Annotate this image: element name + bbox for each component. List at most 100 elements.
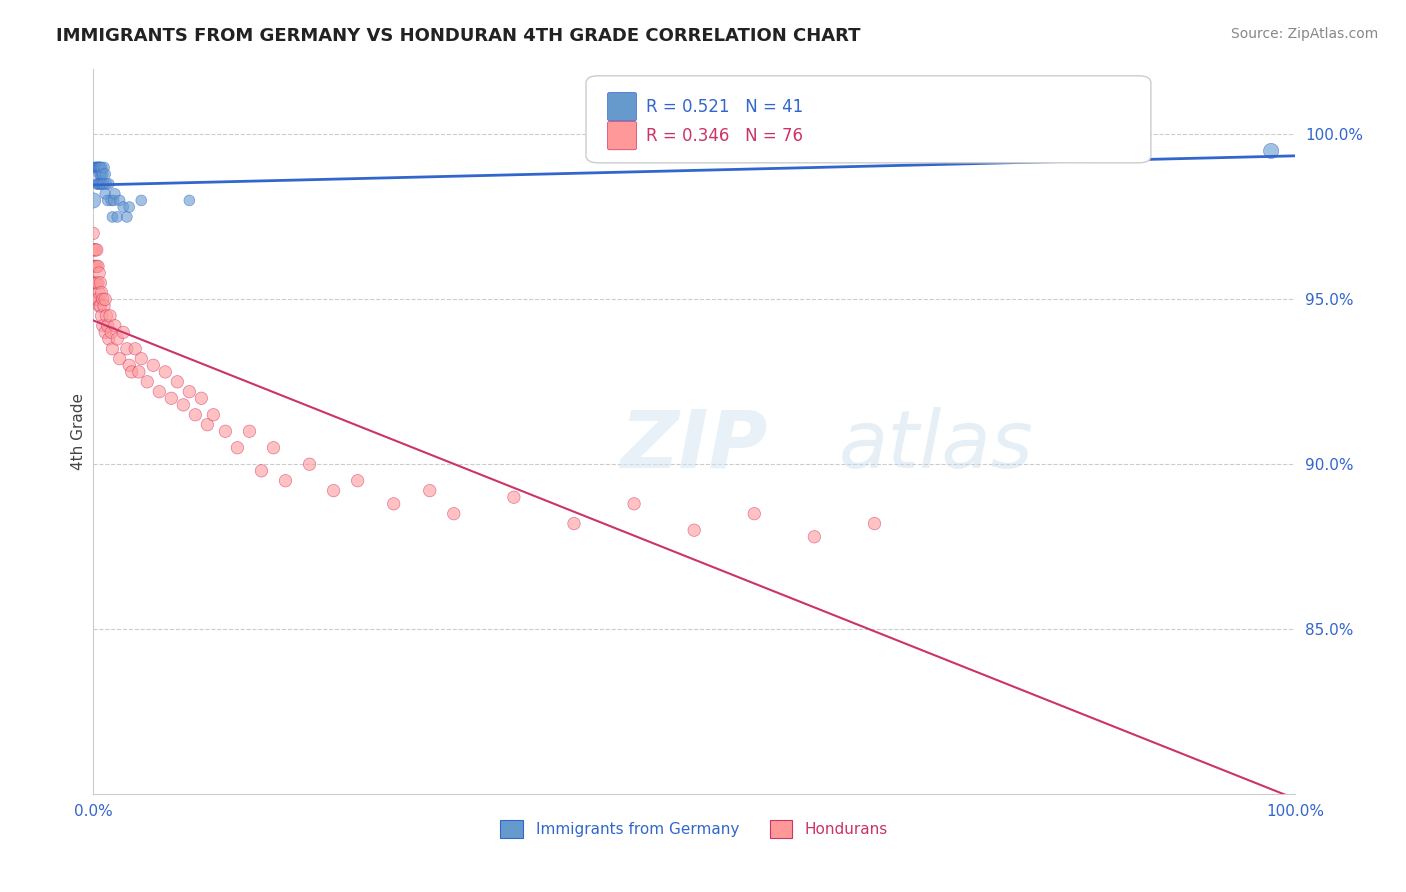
Text: IMMIGRANTS FROM GERMANY VS HONDURAN 4TH GRADE CORRELATION CHART: IMMIGRANTS FROM GERMANY VS HONDURAN 4TH … (56, 27, 860, 45)
Point (112, 326, 135, 340)
Point (82, 260, 104, 274)
Y-axis label: 4th Grade: 4th Grade (72, 392, 86, 470)
Point (84, 161, 107, 175)
Point (863, 516, 886, 531)
Point (94, 326, 117, 340)
FancyBboxPatch shape (607, 93, 637, 120)
Point (98, 309, 121, 323)
Point (160, 392, 183, 406)
Point (89, 285, 111, 300)
Text: Source: ZipAtlas.com: Source: ZipAtlas.com (1230, 27, 1378, 41)
Text: ZIP: ZIP (620, 407, 768, 484)
Point (104, 186, 127, 201)
Point (87, 293, 110, 307)
Point (87, 276, 110, 290)
Point (89, 299, 111, 313)
Point (87, 177, 110, 191)
Point (84, 260, 107, 274)
Point (179, 384, 201, 399)
Point (184, 408, 207, 422)
Point (148, 384, 170, 399)
Point (298, 457, 321, 471)
Text: R = 0.346   N = 76: R = 0.346 N = 76 (647, 127, 803, 145)
FancyBboxPatch shape (586, 76, 1152, 163)
Point (86, 177, 108, 191)
Point (263, 441, 285, 455)
Point (502, 490, 524, 504)
Point (103, 194, 125, 208)
Point (683, 523, 706, 537)
Point (94, 293, 117, 307)
Point (803, 530, 825, 544)
Point (124, 342, 146, 356)
Point (91, 167, 114, 181)
Point (90, 161, 112, 175)
Point (108, 351, 131, 366)
Text: R = 0.521   N = 41: R = 0.521 N = 41 (647, 97, 803, 116)
Point (101, 342, 124, 356)
Point (89, 161, 111, 175)
Point (128, 365, 150, 379)
Point (84, 276, 107, 290)
Point (86, 293, 108, 307)
Point (562, 516, 585, 531)
Point (112, 200, 135, 214)
Point (202, 408, 225, 422)
Point (86, 260, 108, 274)
Point (89, 177, 111, 191)
Point (90, 167, 112, 181)
Point (274, 474, 297, 488)
Point (105, 332, 128, 346)
Point (166, 375, 188, 389)
Point (97, 332, 120, 346)
Point (90, 285, 112, 300)
Point (89, 299, 111, 313)
Point (121, 365, 143, 379)
Point (89, 161, 111, 175)
Point (89, 177, 111, 191)
Point (105, 210, 128, 224)
Point (87, 260, 110, 274)
Point (238, 424, 260, 438)
Point (1260, 144, 1282, 158)
Point (86, 161, 108, 175)
Point (136, 375, 159, 389)
Point (322, 483, 344, 498)
Point (82, 227, 104, 241)
Point (172, 398, 194, 412)
Point (84, 243, 107, 257)
Point (89, 167, 111, 181)
Point (83, 260, 105, 274)
Point (96, 177, 118, 191)
Point (250, 464, 273, 478)
Point (90, 177, 112, 191)
Point (97, 177, 120, 191)
Point (108, 194, 131, 208)
Point (91, 318, 114, 333)
Point (94, 186, 117, 201)
Point (118, 200, 141, 214)
Point (89, 161, 111, 175)
Point (87, 161, 110, 175)
FancyBboxPatch shape (607, 121, 637, 150)
Point (86, 161, 108, 175)
Point (155, 365, 177, 379)
Point (129, 194, 152, 208)
Point (179, 194, 201, 208)
Text: atlas: atlas (838, 407, 1033, 484)
Point (82, 194, 104, 208)
Point (129, 351, 152, 366)
Point (83, 276, 105, 290)
Point (87, 161, 110, 175)
Point (214, 424, 236, 438)
Point (226, 441, 249, 455)
Point (96, 309, 118, 323)
Point (91, 177, 114, 191)
Point (382, 497, 405, 511)
Point (443, 507, 465, 521)
Point (115, 342, 138, 356)
Point (93, 299, 115, 313)
Point (100, 326, 122, 340)
Point (93, 177, 115, 191)
Point (346, 474, 368, 488)
